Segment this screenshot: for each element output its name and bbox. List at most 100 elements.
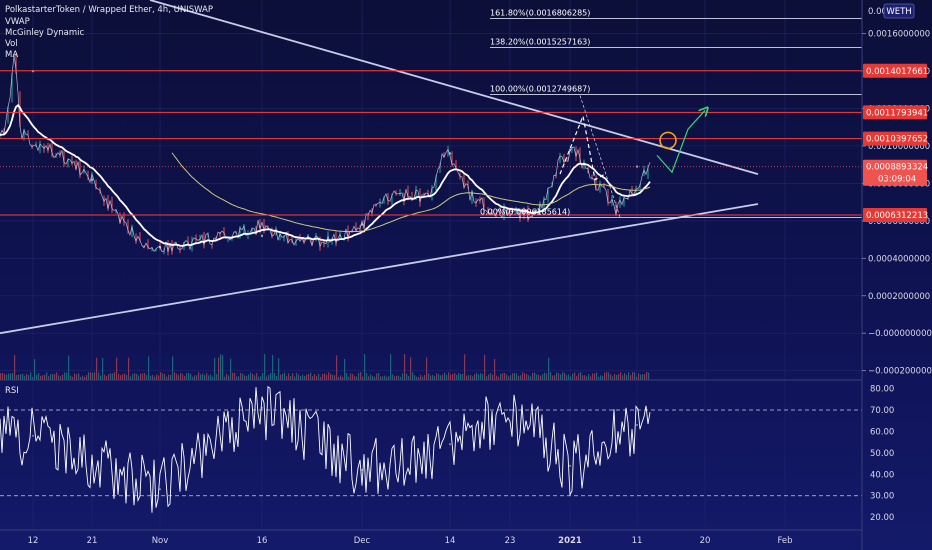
volume-bar [112, 373, 113, 380]
volume-bar [506, 375, 507, 380]
volume-bar [522, 372, 523, 380]
volume-bar [488, 374, 489, 380]
volume-bar [536, 374, 537, 380]
volume-bar [388, 376, 389, 380]
volume-bar [438, 374, 439, 380]
volume-bar [286, 376, 287, 380]
volume-bar [296, 373, 297, 380]
volume-bar [306, 375, 307, 380]
volume-bar [122, 374, 123, 380]
volume-bar [440, 375, 441, 380]
volume-bar [184, 376, 185, 380]
volume-bar [326, 375, 327, 380]
volume-bar [612, 376, 613, 380]
volume-bar [394, 376, 395, 380]
volume-bar [136, 374, 137, 380]
level-price-label: 0.0010397652 [866, 135, 928, 145]
volume-bar [148, 356, 149, 380]
volume-bar [60, 376, 61, 380]
volume-bar [102, 358, 103, 380]
volume-bar [50, 374, 51, 380]
volume-bar [544, 373, 545, 380]
data-point [91, 179, 93, 181]
rsi-data-point [636, 424, 638, 426]
volume-bar [330, 374, 331, 380]
volume-bar [90, 372, 91, 380]
volume-bar [442, 375, 443, 380]
volume-bar [40, 376, 41, 380]
price-tick-label: 0.0004000000 [868, 254, 930, 264]
volume-bar [572, 374, 573, 380]
quote-currency-label: WETH [886, 7, 911, 17]
volume-bar [12, 373, 13, 380]
volume-bar [144, 373, 145, 380]
volume-bar [482, 374, 483, 380]
volume-bar [436, 373, 437, 380]
volume-bar [378, 373, 379, 380]
volume-bar [280, 374, 281, 380]
volume-bar [632, 372, 633, 380]
volume-bar [308, 374, 309, 380]
volume-bar [566, 375, 567, 380]
volume-bar [582, 375, 583, 380]
volume-bar [234, 373, 235, 380]
volume-bar [420, 375, 421, 380]
volume-bar [36, 375, 37, 380]
volume-bar [216, 374, 217, 380]
volume-bar [26, 374, 27, 380]
volume-bar [104, 375, 105, 380]
volume-bar [64, 372, 65, 380]
volume-bar [210, 375, 211, 380]
volume-bar [578, 373, 579, 380]
volume-bar [86, 375, 87, 380]
volume-bar [178, 375, 179, 380]
volume-bar [302, 375, 303, 380]
volume-bar [236, 376, 237, 380]
volume-bar [152, 375, 153, 380]
volume-bar [264, 354, 265, 380]
volume-bar [194, 375, 195, 380]
volume-bar [260, 376, 261, 380]
rsi-data-point [449, 443, 451, 445]
rsi-label: RSI [5, 386, 19, 396]
volume-bar [110, 373, 111, 380]
volume-bar [628, 372, 629, 380]
volume-bar [324, 373, 325, 380]
volume-bar [368, 376, 369, 380]
volume-bar [282, 374, 283, 380]
volume-bar [98, 373, 99, 380]
volume-bar [528, 375, 529, 380]
volume-bar [406, 374, 407, 380]
volume-bar [142, 374, 143, 380]
volume-bar [304, 376, 305, 380]
time-tick-label: Nov [152, 536, 169, 546]
volume-bar [620, 372, 621, 380]
volume-bar [322, 374, 323, 380]
indicator-vol[interactable]: Vol [5, 39, 18, 49]
rsi-data-point [509, 409, 511, 411]
volume-bar [336, 355, 337, 380]
volume-bar [602, 376, 603, 380]
indicator-mcginley[interactable]: McGinley Dynamic [5, 28, 84, 38]
volume-bar [246, 376, 247, 380]
rsi-tick-label: 70.00 [870, 406, 894, 416]
volume-bar [468, 375, 469, 380]
volume-bar [416, 377, 417, 380]
fib-level-label: 138.20%(0.0015257163) [490, 38, 590, 47]
volume-bar [94, 372, 95, 380]
indicator-ma[interactable]: MA [5, 50, 18, 60]
volume-bar [290, 376, 291, 380]
volume-bar [88, 372, 89, 380]
volume-bar [292, 373, 293, 380]
volume-bar [492, 375, 493, 380]
volume-bar [520, 375, 521, 380]
volume-bar [590, 376, 591, 380]
volume-bar [476, 373, 477, 380]
time-tick-label: Dec [354, 536, 371, 546]
volume-bar [480, 373, 481, 380]
volume-bar [530, 376, 531, 380]
volume-bar [74, 374, 75, 380]
level-price-label: 0.0011793941 [866, 108, 928, 118]
volume-bar [54, 374, 55, 380]
indicator-vwap[interactable]: VWAP [5, 17, 30, 27]
